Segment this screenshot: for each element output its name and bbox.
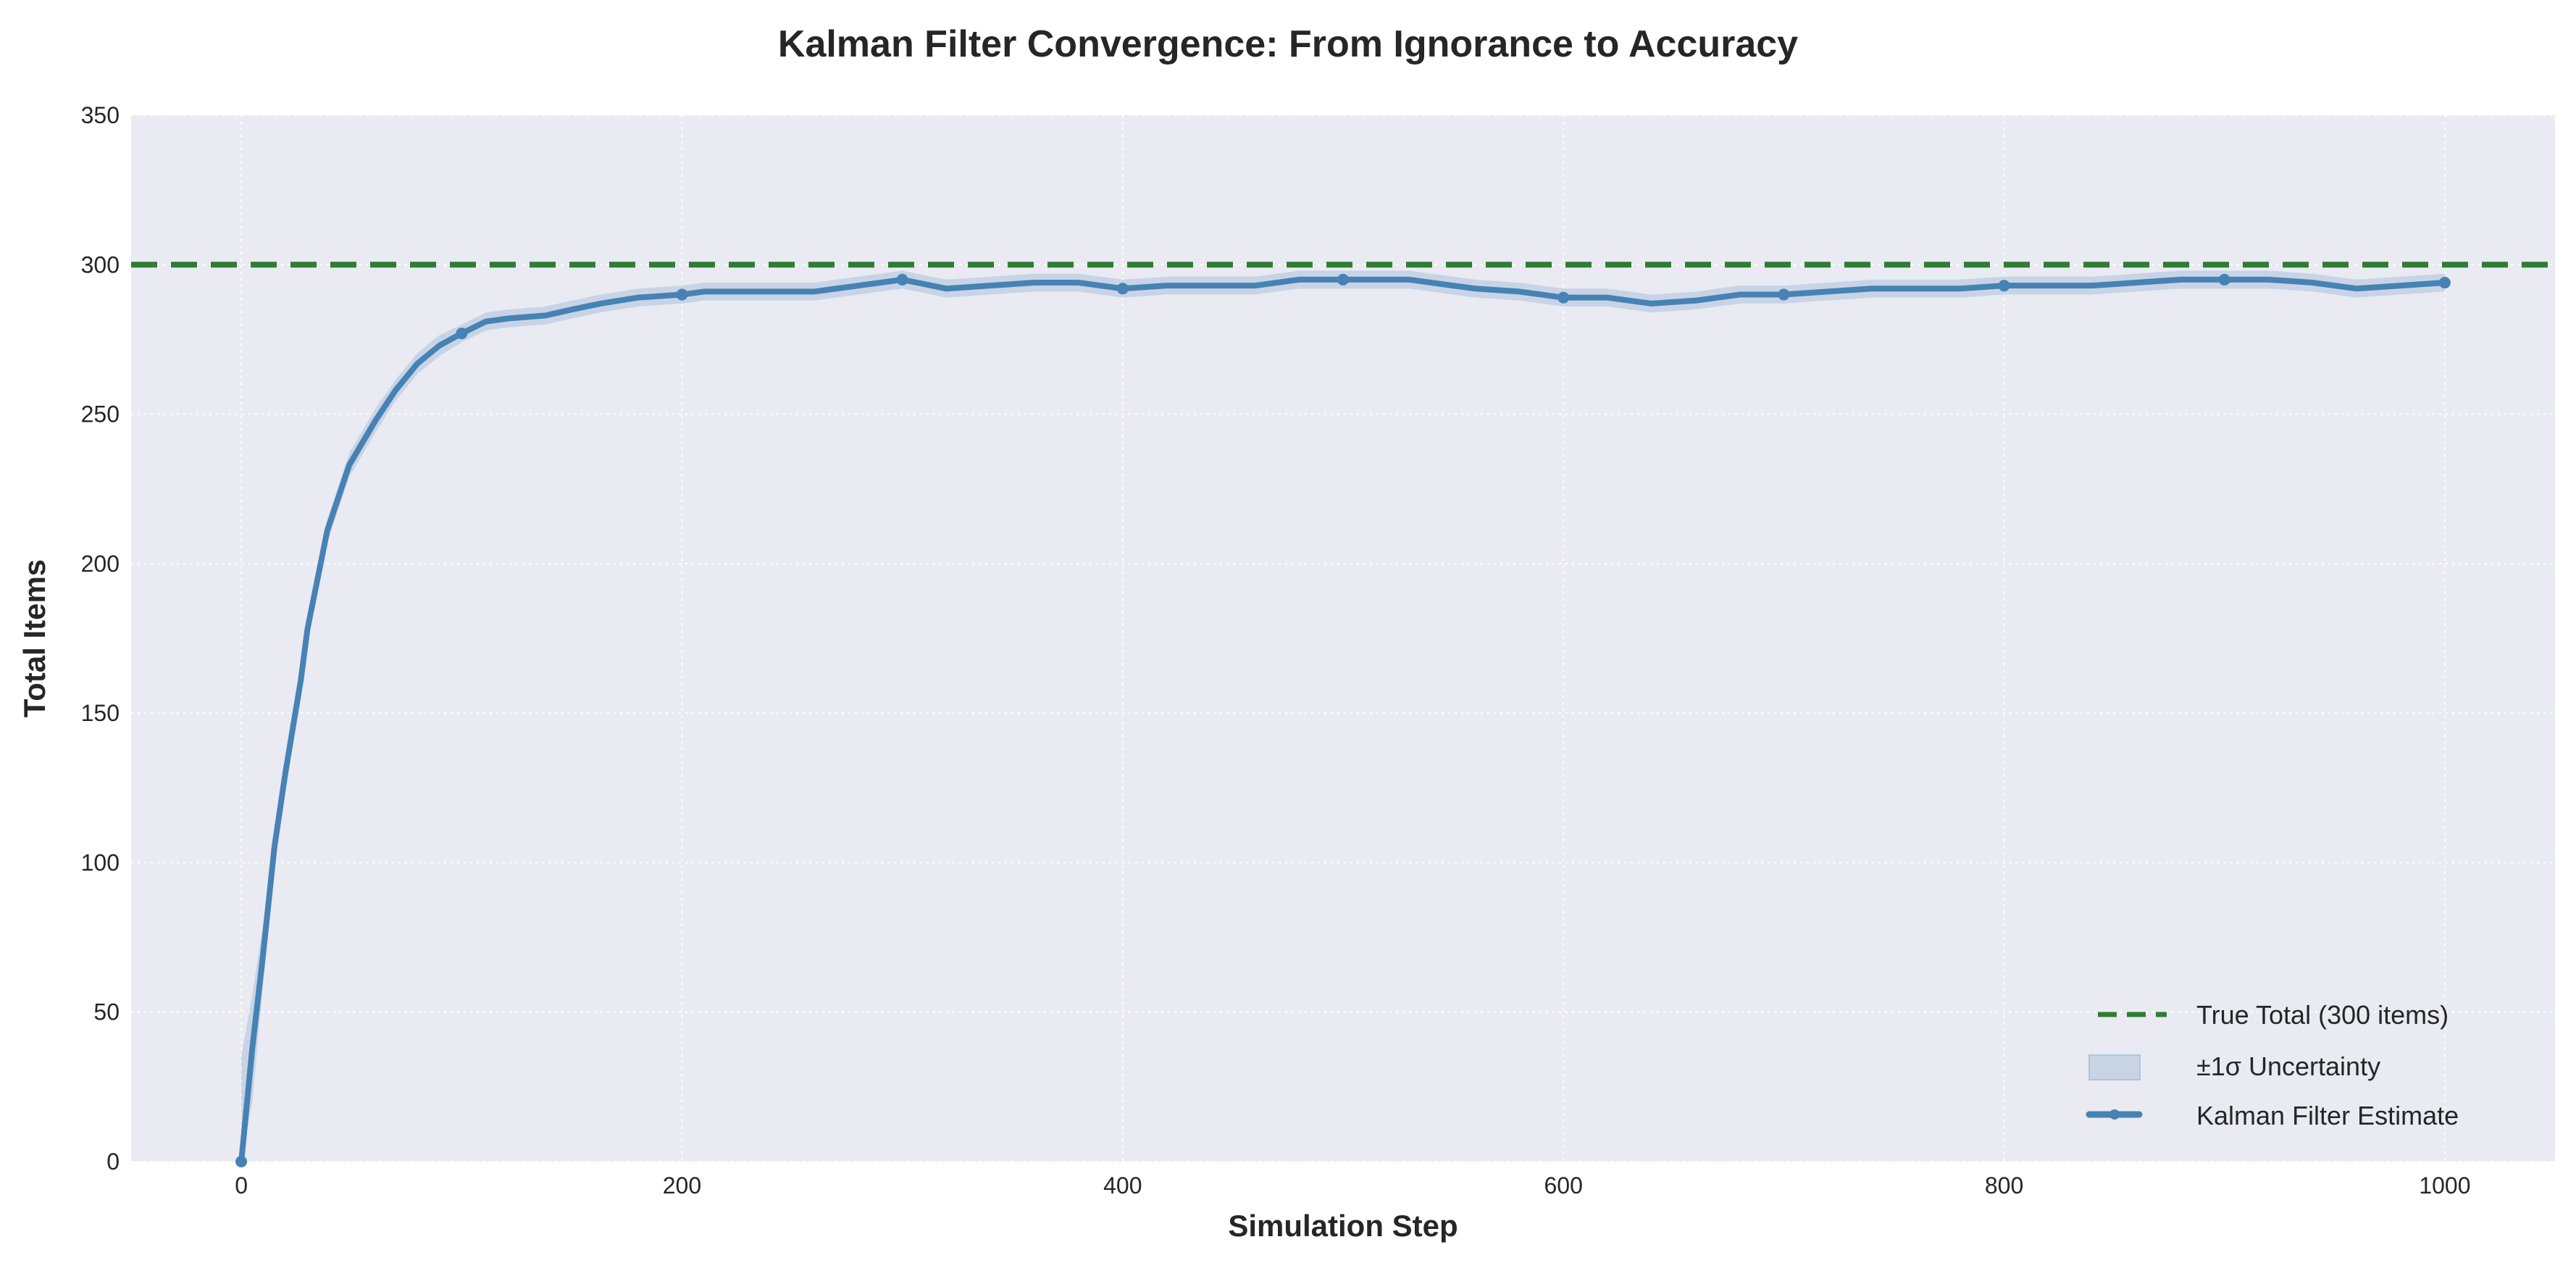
x-tick-label: 600 [1544,1172,1582,1199]
estimate-marker [1557,291,1570,304]
estimate-marker [1116,283,1129,295]
y-tick-label: 300 [81,251,120,278]
legend-true-total-label: True Total (300 items) [2196,1000,2449,1030]
estimate-marker [1998,280,2010,292]
y-tick-label: 100 [81,849,120,875]
x-tick-label: 400 [1103,1172,1142,1199]
estimate-series [235,273,2451,1167]
y-tick-label: 200 [81,551,120,577]
legend-uncertainty-label: ±1σ Uncertainty [2196,1051,2380,1081]
x-tick-label: 200 [663,1172,701,1199]
y-tick-label: 350 [81,102,120,128]
legend: True Total (300 items) ±1σ Uncertainty K… [2086,1000,2459,1130]
grid [131,114,2555,1162]
estimate-marker [235,1156,248,1167]
estimate-marker [1337,273,1349,286]
y-tick-label: 250 [81,401,120,428]
estimate-marker [1778,288,1790,301]
estimate-marker [456,328,468,340]
y-tick-label: 150 [81,700,120,726]
legend-estimate-marker [2109,1109,2120,1120]
estimate-marker [676,288,688,301]
y-axis-label: Total Items [17,559,51,718]
x-tick-label: 800 [1985,1172,2023,1199]
x-tick-label: 0 [235,1172,248,1199]
legend-uncertainty-swatch [2088,1054,2141,1080]
legend-estimate-label: Kalman Filter Estimate [2196,1101,2459,1130]
y-tick-label: 50 [93,999,120,1025]
estimate-marker [2438,277,2451,289]
x-axis-label: Simulation Step [1228,1209,1458,1243]
x-ticks: 0 200 400 600 800 1000 [235,1172,2470,1199]
estimate-marker [2218,273,2230,286]
y-tick-label: 0 [106,1149,120,1175]
x-tick-label: 1000 [2419,1172,2470,1199]
chart-title: Kalman Filter Convergence: From Ignoranc… [778,23,1798,65]
y-ticks: 0 50 100 150 200 250 300 350 [81,102,120,1175]
estimate-marker [896,273,908,286]
